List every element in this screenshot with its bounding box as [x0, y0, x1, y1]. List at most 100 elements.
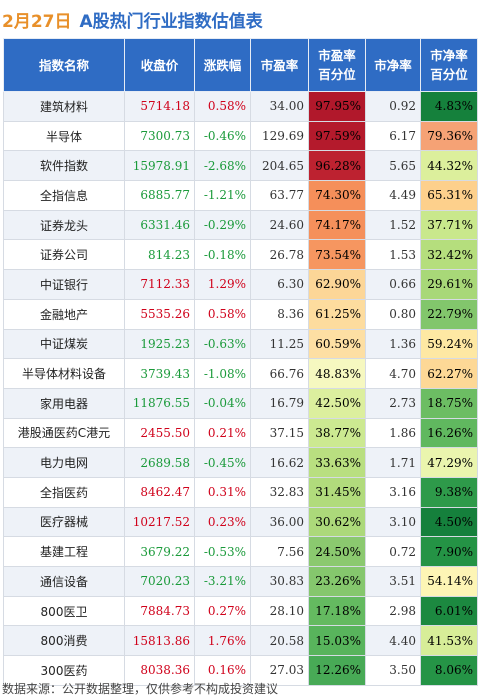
pe-percentile-cell: 97.59% — [308, 120, 366, 152]
col-pb-header: 市净率 — [365, 38, 421, 92]
pe-ratio-cell: 26.78 — [250, 239, 309, 271]
pb-percentile-cell: 6.01% — [420, 595, 478, 627]
table-row: 证券公司 814.23 -0.18% 26.78 73.54% 1.53 32.42% — [3, 239, 478, 271]
close-price-cell: 5535.26 — [124, 298, 195, 330]
pb-percentile-cell: 79.36% — [420, 120, 478, 152]
index-name-cell: 800消费 — [3, 625, 125, 657]
table-row: 基建工程 3679.22 -0.53% 7.56 24.50% 0.72 7.90% — [3, 536, 478, 567]
col-close-header: 收盘价 — [124, 38, 195, 92]
table-row: 建筑材料 5714.18 0.58% 34.00 97.95% 0.92 4.83% — [3, 91, 478, 122]
pb-ratio-cell: 0.92 — [365, 91, 421, 122]
pb-ratio-cell: 6.17 — [365, 120, 421, 152]
change-pct-cell: -0.29% — [194, 209, 251, 241]
pe-ratio-cell: 6.30 — [250, 269, 309, 300]
index-name-cell: 家用电器 — [3, 387, 125, 419]
pe-ratio-cell: 129.69 — [250, 120, 309, 152]
valuation-table: 指数名称 收盘价 涨跌幅 市盈率 市盈率 百分位 市净率 市净率 百分位 建筑材料 5714.18… — [3, 38, 478, 686]
close-price-cell: 7884.73 — [124, 595, 195, 627]
pe-percentile-cell: 48.83% — [308, 358, 366, 389]
pe-percentile-cell: 12.26% — [308, 655, 366, 686]
index-name-cell: 半导体 — [3, 120, 125, 152]
pb-ratio-cell: 0.80 — [365, 298, 421, 330]
index-name-cell: 基建工程 — [3, 536, 125, 567]
pe-ratio-cell: 32.83 — [250, 476, 309, 508]
pe-percentile-cell: 61.25% — [308, 298, 366, 330]
pe-ratio-cell: 204.65 — [250, 150, 309, 182]
table-row: 800消费 15813.86 1.76% 20.58 15.03% 4.40 41.53% — [3, 625, 478, 657]
close-price-cell: 2455.50 — [124, 417, 195, 449]
title-text: A股热门行业指数估值表 — [79, 11, 263, 32]
table-row: 金融地产 5535.26 0.58% 8.36 61.25% 0.80 22.79% — [3, 298, 478, 330]
pb-percentile-cell: 9.38% — [420, 476, 478, 508]
pe-ratio-cell: 34.00 — [250, 91, 309, 122]
index-name-cell: 半导体材料设备 — [3, 358, 125, 389]
pb-ratio-cell: 3.10 — [365, 506, 421, 538]
index-name-cell: 300医药 — [3, 655, 125, 686]
change-pct-cell: -0.04% — [194, 387, 251, 419]
change-pct-cell: -0.45% — [194, 447, 251, 478]
pe-percentile-cell: 73.54% — [308, 239, 366, 271]
table-row: 800医卫 7884.73 0.27% 28.10 17.18% 2.98 6.01% — [3, 595, 478, 627]
pb-ratio-cell: 2.98 — [365, 595, 421, 627]
pb-ratio-cell: 1.52 — [365, 209, 421, 241]
pb-ratio-cell: 1.53 — [365, 239, 421, 271]
close-price-cell: 7112.33 — [124, 269, 195, 300]
pb-percentile-cell: 62.27% — [420, 358, 478, 389]
pb-ratio-cell: 0.72 — [365, 536, 421, 567]
close-price-cell: 7300.73 — [124, 120, 195, 152]
index-name-cell: 800医卫 — [3, 595, 125, 627]
index-name-cell: 全指医药 — [3, 476, 125, 508]
pe-ratio-cell: 28.10 — [250, 595, 309, 627]
table-row: 软件指数 15978.91 -2.68% 204.65 96.28% 5.65 44.32% — [3, 150, 478, 182]
index-name-cell: 金融地产 — [3, 298, 125, 330]
change-pct-cell: 1.76% — [194, 625, 251, 657]
pb-percentile-cell: 65.31% — [420, 180, 478, 211]
pb-percentile-cell: 8.06% — [420, 655, 478, 686]
pb-percentile-cell: 44.32% — [420, 150, 478, 182]
close-price-cell: 2689.58 — [124, 447, 195, 478]
pb-percentile-cell: 18.75% — [420, 387, 478, 419]
close-price-cell: 5714.18 — [124, 91, 195, 122]
pb-ratio-cell: 4.40 — [365, 625, 421, 657]
page-title: 2月27日 A股热门行业指数估值表 — [0, 0, 480, 38]
pb-ratio-cell: 0.66 — [365, 269, 421, 300]
pe-percentile-cell: 33.63% — [308, 447, 366, 478]
close-price-cell: 6885.77 — [124, 180, 195, 211]
change-pct-cell: 0.21% — [194, 417, 251, 449]
index-name-cell: 全指信息 — [3, 180, 125, 211]
pe-percentile-cell: 17.18% — [308, 595, 366, 627]
pe-percentile-cell: 60.59% — [308, 328, 366, 360]
pb-ratio-cell: 3.50 — [365, 655, 421, 686]
close-price-cell: 6331.46 — [124, 209, 195, 241]
pe-percentile-cell: 74.30% — [308, 180, 366, 211]
change-pct-cell: -2.68% — [194, 150, 251, 182]
close-price-cell: 1925.23 — [124, 328, 195, 360]
pb-percentile-cell: 41.53% — [420, 625, 478, 657]
change-pct-cell: 0.31% — [194, 476, 251, 508]
change-pct-cell: -0.46% — [194, 120, 251, 152]
col-name-header: 指数名称 — [3, 38, 125, 92]
index-name-cell: 港股通医药C港元 — [3, 417, 125, 449]
pb-percentile-cell: 16.26% — [420, 417, 478, 449]
pe-ratio-cell: 20.58 — [250, 625, 309, 657]
pb-ratio-cell: 5.65 — [365, 150, 421, 182]
pb-percentile-cell: 54.14% — [420, 566, 478, 597]
col-pb-pct-header: 市净率 百分位 — [420, 38, 478, 92]
footer-note: 数据来源：公开数据整理，仅供参考不构成投资建议 — [2, 682, 279, 696]
index-name-cell: 证券龙头 — [3, 209, 125, 241]
pb-ratio-cell: 3.51 — [365, 566, 421, 597]
pb-percentile-cell: 7.90% — [420, 536, 478, 567]
table-row: 医疗器械 10217.52 0.23% 36.00 30.62% 3.10 4.50% — [3, 506, 478, 538]
pe-percentile-cell: 30.62% — [308, 506, 366, 538]
pe-percentile-cell: 96.28% — [308, 150, 366, 182]
pe-ratio-cell: 7.56 — [250, 536, 309, 567]
close-price-cell: 3739.43 — [124, 358, 195, 389]
pb-percentile-cell: 22.79% — [420, 298, 478, 330]
pb-percentile-cell: 37.71% — [420, 209, 478, 241]
pe-percentile-cell: 23.26% — [308, 566, 366, 597]
table-header-row: 指数名称 收盘价 涨跌幅 市盈率 市盈率 百分位 市净率 市净率 百分位 — [3, 38, 478, 92]
index-name-cell: 证券公司 — [3, 239, 125, 271]
pb-percentile-cell: 47.29% — [420, 447, 478, 478]
pe-ratio-cell: 16.62 — [250, 447, 309, 478]
pe-percentile-cell: 24.50% — [308, 536, 366, 567]
